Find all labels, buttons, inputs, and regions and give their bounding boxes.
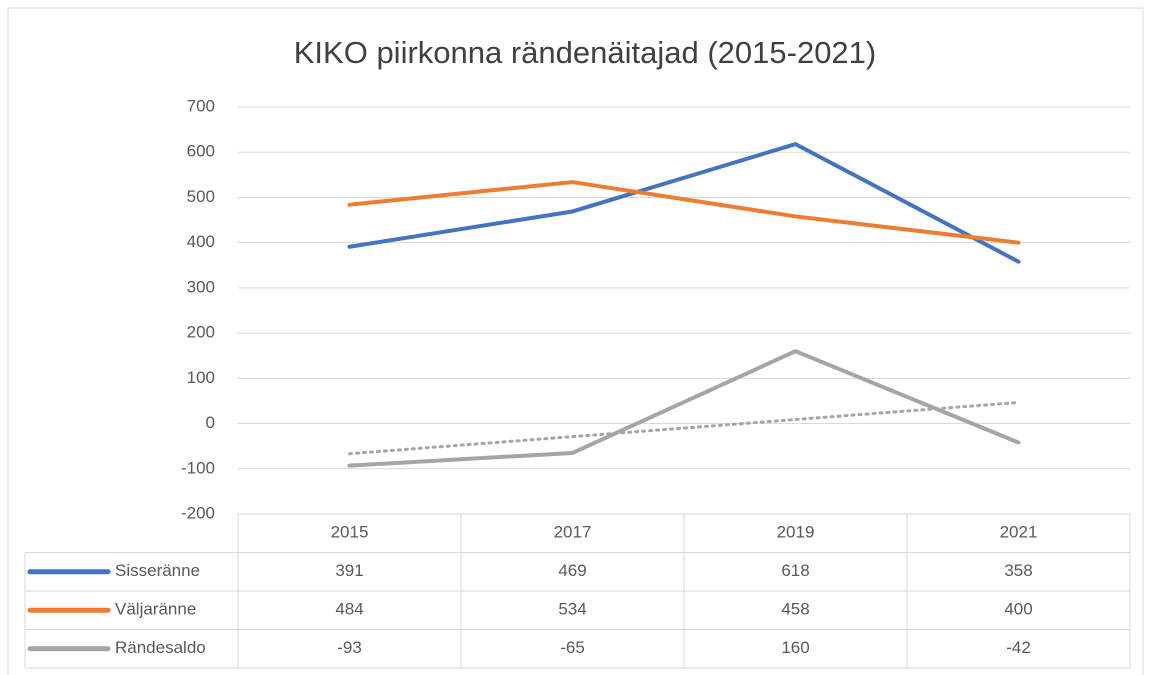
y-tick-label: -200 bbox=[181, 503, 215, 522]
table-value: 534 bbox=[558, 600, 586, 619]
y-tick-label: 300 bbox=[187, 277, 215, 296]
y-tick-label: -100 bbox=[181, 458, 215, 477]
table-value: -65 bbox=[560, 638, 585, 657]
x-tick-label: 2017 bbox=[554, 523, 592, 542]
chart-frame bbox=[7, 7, 1144, 675]
y-tick-label: 700 bbox=[187, 96, 215, 115]
y-tick-label: 0 bbox=[206, 413, 215, 432]
table-value: 618 bbox=[781, 561, 809, 580]
series-line bbox=[347, 180, 1021, 245]
legend-label: Rändesaldo bbox=[115, 638, 206, 657]
y-tick-label: 600 bbox=[187, 142, 215, 161]
table-value: -93 bbox=[337, 638, 362, 657]
x-tick-label: 2019 bbox=[777, 523, 815, 542]
y-tick-label: 500 bbox=[187, 187, 215, 206]
x-tick-label: 2015 bbox=[331, 523, 369, 542]
table-value: 391 bbox=[335, 561, 363, 580]
table-value: 160 bbox=[781, 638, 809, 657]
chart-title: KIKO piirkonna rändenäitajad (2015-2021) bbox=[294, 35, 877, 70]
table-value: 484 bbox=[335, 600, 363, 619]
x-tick-label: 2021 bbox=[1000, 523, 1038, 542]
y-tick-label: 400 bbox=[187, 232, 215, 251]
legend-label: Väljaränne bbox=[115, 600, 196, 619]
table-value: 458 bbox=[781, 600, 809, 619]
series-line bbox=[347, 142, 1021, 264]
series-line bbox=[347, 349, 1021, 468]
y-tick-label: 200 bbox=[187, 323, 215, 342]
table-value: -42 bbox=[1006, 638, 1031, 657]
table-value: 469 bbox=[558, 561, 586, 580]
trendline bbox=[348, 400, 1020, 456]
table-value: 358 bbox=[1004, 561, 1032, 580]
legend-label: Sisseränne bbox=[115, 561, 200, 580]
table-value: 400 bbox=[1004, 600, 1032, 619]
y-tick-label: 100 bbox=[187, 368, 215, 387]
